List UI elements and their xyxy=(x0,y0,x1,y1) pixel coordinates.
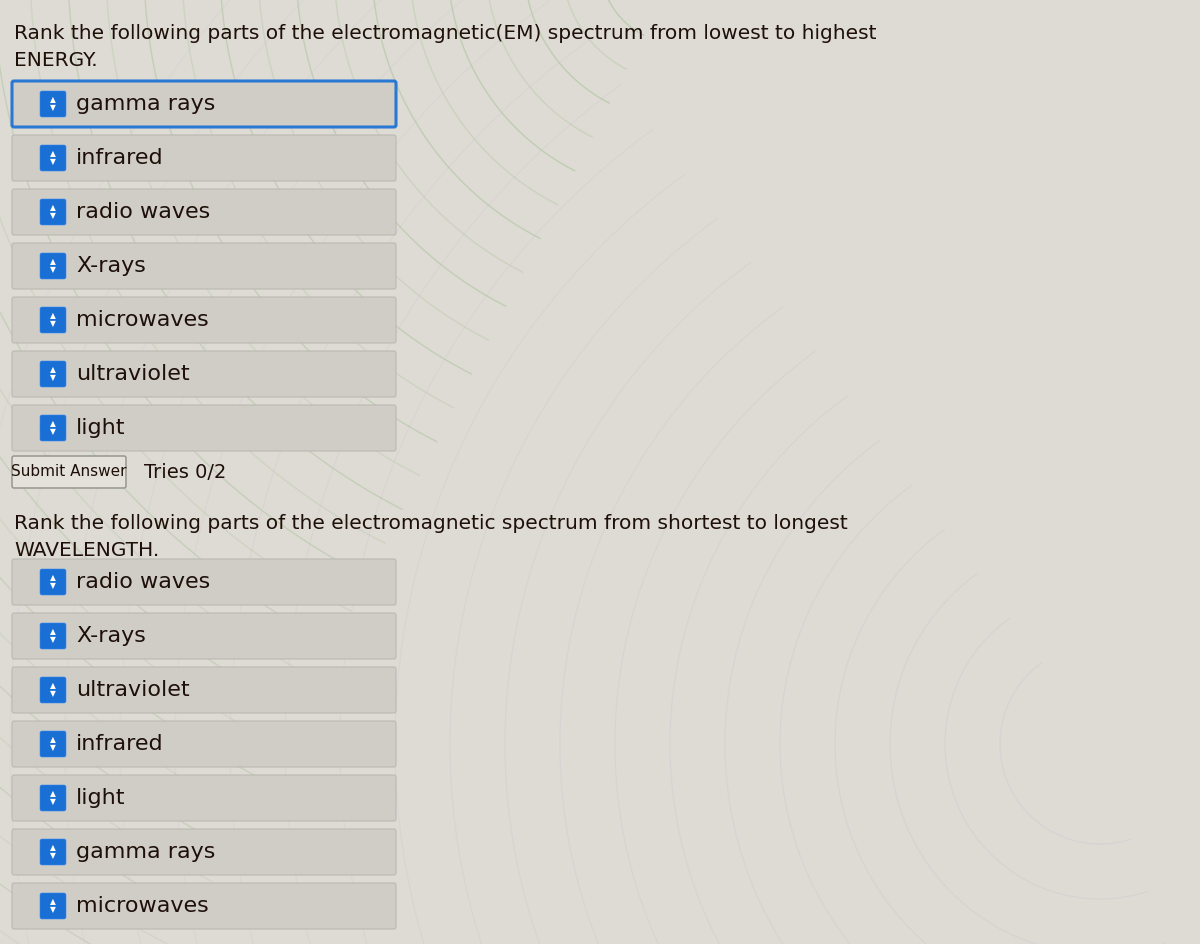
Text: radio waves: radio waves xyxy=(76,572,210,592)
FancyBboxPatch shape xyxy=(12,243,396,289)
FancyBboxPatch shape xyxy=(40,145,66,171)
Text: ▼: ▼ xyxy=(50,374,56,382)
FancyBboxPatch shape xyxy=(12,297,396,343)
Text: infrared: infrared xyxy=(76,734,163,754)
FancyBboxPatch shape xyxy=(40,569,66,595)
Text: X-rays: X-rays xyxy=(76,626,146,646)
FancyBboxPatch shape xyxy=(40,199,66,225)
Text: ▲: ▲ xyxy=(50,789,56,799)
FancyBboxPatch shape xyxy=(40,893,66,919)
FancyBboxPatch shape xyxy=(40,307,66,333)
Text: ultraviolet: ultraviolet xyxy=(76,680,190,700)
FancyBboxPatch shape xyxy=(12,667,396,713)
Text: light: light xyxy=(76,788,126,808)
Text: microwaves: microwaves xyxy=(76,896,209,916)
FancyBboxPatch shape xyxy=(12,883,396,929)
Text: ▲: ▲ xyxy=(50,149,56,159)
Text: gamma rays: gamma rays xyxy=(76,94,215,114)
Text: ▼: ▼ xyxy=(50,744,56,752)
FancyBboxPatch shape xyxy=(40,839,66,865)
Text: ▼: ▼ xyxy=(50,851,56,861)
FancyBboxPatch shape xyxy=(12,189,396,235)
FancyBboxPatch shape xyxy=(12,775,396,821)
Text: ▼: ▼ xyxy=(50,798,56,806)
Text: Submit Answer: Submit Answer xyxy=(11,464,127,480)
Text: ▲: ▲ xyxy=(50,898,56,906)
Text: radio waves: radio waves xyxy=(76,202,210,222)
Text: ▼: ▼ xyxy=(50,689,56,699)
Text: ▼: ▼ xyxy=(50,104,56,112)
Text: ▲: ▲ xyxy=(50,258,56,266)
FancyBboxPatch shape xyxy=(12,613,396,659)
FancyBboxPatch shape xyxy=(40,731,66,757)
Text: ultraviolet: ultraviolet xyxy=(76,364,190,384)
Text: ▲: ▲ xyxy=(50,204,56,212)
Text: ▲: ▲ xyxy=(50,419,56,429)
Text: ▼: ▼ xyxy=(50,265,56,275)
Text: ▼: ▼ xyxy=(50,158,56,166)
Text: ▲: ▲ xyxy=(50,365,56,375)
Text: ▲: ▲ xyxy=(50,735,56,745)
FancyBboxPatch shape xyxy=(12,135,396,181)
FancyBboxPatch shape xyxy=(40,415,66,441)
Text: X-rays: X-rays xyxy=(76,256,146,276)
Text: ▲: ▲ xyxy=(50,312,56,321)
FancyBboxPatch shape xyxy=(40,677,66,703)
FancyBboxPatch shape xyxy=(12,81,396,127)
FancyBboxPatch shape xyxy=(40,785,66,811)
FancyBboxPatch shape xyxy=(40,253,66,279)
Text: ▼: ▼ xyxy=(50,428,56,436)
Text: ▲: ▲ xyxy=(50,95,56,105)
FancyBboxPatch shape xyxy=(40,91,66,117)
Text: ▼: ▼ xyxy=(50,319,56,329)
FancyBboxPatch shape xyxy=(12,829,396,875)
FancyBboxPatch shape xyxy=(40,361,66,387)
Text: infrared: infrared xyxy=(76,148,163,168)
Text: ▲: ▲ xyxy=(50,844,56,852)
FancyBboxPatch shape xyxy=(12,559,396,605)
Text: ▼: ▼ xyxy=(50,635,56,645)
FancyBboxPatch shape xyxy=(12,721,396,767)
Text: ▼: ▼ xyxy=(50,211,56,221)
Text: microwaves: microwaves xyxy=(76,310,209,330)
Text: ▲: ▲ xyxy=(50,628,56,636)
FancyBboxPatch shape xyxy=(12,405,396,451)
Text: ▼: ▼ xyxy=(50,905,56,915)
FancyBboxPatch shape xyxy=(12,456,126,488)
Text: ▲: ▲ xyxy=(50,682,56,690)
Text: gamma rays: gamma rays xyxy=(76,842,215,862)
Text: Rank the following parts of the electromagnetic spectrum from shortest to longes: Rank the following parts of the electrom… xyxy=(14,514,847,560)
Text: ▲: ▲ xyxy=(50,574,56,582)
Text: ▼: ▼ xyxy=(50,582,56,591)
FancyBboxPatch shape xyxy=(40,623,66,649)
Text: Tries 0/2: Tries 0/2 xyxy=(144,463,227,481)
Text: Rank the following parts of the electromagnetic(EM) spectrum from lowest to high: Rank the following parts of the electrom… xyxy=(14,24,876,70)
FancyBboxPatch shape xyxy=(12,351,396,397)
Text: light: light xyxy=(76,418,126,438)
